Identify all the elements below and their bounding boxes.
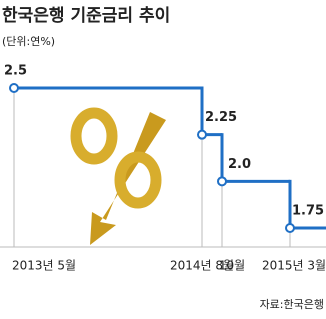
x-tick-label: 10월: [219, 259, 245, 273]
x-tick-label: 2014년 8월: [170, 259, 234, 273]
chart-subtitle: (단위:연%): [2, 35, 55, 48]
point: [285, 223, 295, 233]
point: [217, 176, 227, 187]
point: [9, 83, 19, 93]
value-label: 2.5: [4, 64, 27, 79]
x-tick-label: 2013년 5월: [12, 259, 76, 273]
chart-title: 한국은행 기준금리 추이: [2, 6, 170, 26]
source: 자료:한국은행: [260, 298, 324, 311]
value-label: 2.0: [228, 157, 251, 172]
value-label: 1.75: [292, 204, 324, 219]
percent-icon: [70, 107, 166, 245]
point: [197, 129, 207, 140]
x-tick-label: 2015년 3월: [262, 259, 326, 273]
value-label: 2.25: [205, 110, 237, 125]
